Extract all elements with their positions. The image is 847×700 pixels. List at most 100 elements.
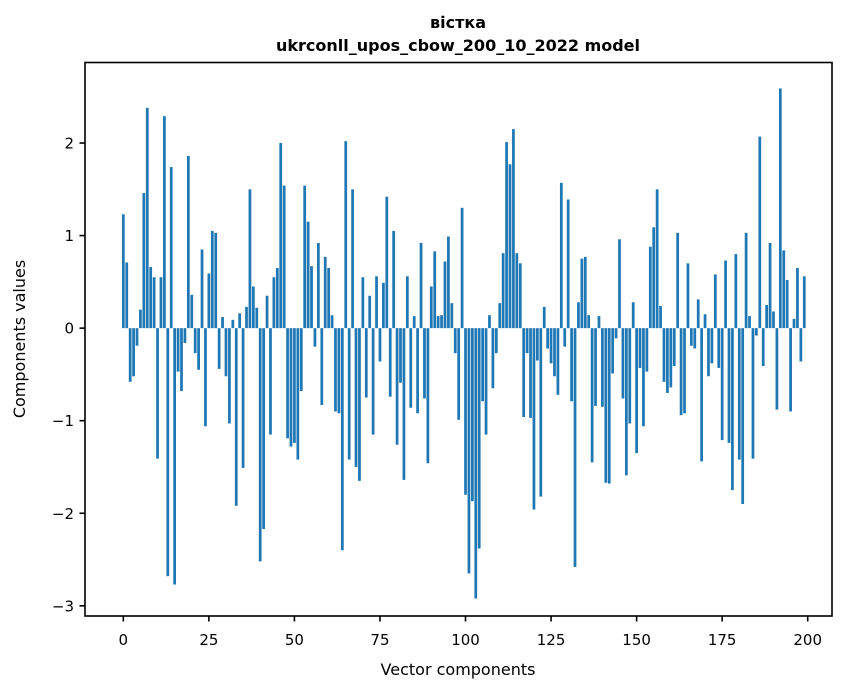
bar bbox=[245, 306, 248, 329]
bar bbox=[251, 286, 255, 329]
bar bbox=[573, 328, 577, 567]
bar bbox=[440, 315, 443, 329]
bar bbox=[128, 328, 132, 382]
bar bbox=[662, 328, 666, 382]
bar bbox=[792, 318, 796, 329]
bar bbox=[327, 267, 331, 329]
bar bbox=[802, 276, 806, 329]
bar bbox=[217, 328, 221, 369]
bar bbox=[700, 328, 703, 462]
bar bbox=[317, 242, 320, 329]
bar bbox=[775, 328, 779, 410]
bar bbox=[778, 88, 782, 329]
bar bbox=[618, 239, 621, 329]
bar bbox=[624, 328, 628, 476]
bar bbox=[323, 256, 327, 329]
bar bbox=[467, 328, 471, 574]
bar bbox=[529, 328, 532, 418]
bar bbox=[358, 328, 361, 481]
bar bbox=[340, 328, 344, 551]
bar bbox=[642, 328, 645, 427]
bar bbox=[289, 328, 293, 447]
bar bbox=[789, 328, 792, 412]
x-tick-label: 25 bbox=[199, 631, 218, 649]
bar bbox=[382, 282, 385, 329]
bar bbox=[176, 328, 180, 372]
bar bbox=[734, 254, 738, 329]
bar bbox=[180, 328, 183, 392]
bar bbox=[785, 280, 789, 329]
bar bbox=[669, 328, 673, 388]
bar bbox=[392, 230, 396, 329]
bar bbox=[679, 328, 683, 416]
bar bbox=[388, 328, 392, 397]
bar bbox=[262, 328, 265, 529]
bar bbox=[183, 328, 187, 343]
bar bbox=[713, 274, 717, 329]
bar bbox=[320, 328, 324, 405]
bar bbox=[399, 328, 402, 383]
bar bbox=[755, 328, 758, 336]
bar bbox=[570, 328, 573, 402]
bar bbox=[638, 328, 642, 368]
bar bbox=[556, 328, 560, 395]
bar bbox=[761, 328, 765, 367]
bar bbox=[375, 276, 378, 329]
y-axis-ticks: 2 1 0 −1 −2 −3 bbox=[52, 135, 85, 615]
bar bbox=[614, 328, 618, 339]
bar bbox=[782, 250, 786, 329]
bar bbox=[532, 328, 536, 510]
bar bbox=[121, 214, 125, 329]
bar bbox=[676, 232, 680, 329]
bar bbox=[337, 328, 341, 414]
bar bbox=[587, 315, 591, 329]
bar bbox=[607, 328, 611, 484]
bar bbox=[631, 302, 635, 329]
bar bbox=[683, 328, 686, 414]
bar bbox=[426, 328, 430, 464]
bar bbox=[498, 303, 502, 329]
y-tick-label: −1 bbox=[52, 412, 74, 430]
bar bbox=[429, 286, 433, 329]
bar bbox=[385, 196, 389, 329]
bar bbox=[166, 328, 170, 577]
bar bbox=[163, 116, 166, 329]
bar bbox=[145, 107, 149, 329]
bar bbox=[621, 328, 625, 399]
chart-title: вістка bbox=[430, 13, 486, 32]
bar bbox=[765, 305, 769, 329]
y-tick-label: 2 bbox=[64, 135, 74, 153]
bar bbox=[580, 258, 584, 329]
bar bbox=[525, 328, 529, 354]
bar bbox=[597, 316, 601, 329]
bar bbox=[142, 193, 146, 329]
bar bbox=[368, 295, 372, 329]
bar bbox=[453, 328, 457, 354]
bar bbox=[546, 328, 550, 349]
bar bbox=[296, 328, 300, 460]
bar bbox=[409, 328, 413, 408]
bar bbox=[214, 232, 218, 329]
bar bbox=[655, 189, 659, 329]
bar bbox=[125, 262, 129, 329]
bar bbox=[204, 328, 207, 427]
bar bbox=[601, 328, 604, 407]
bar bbox=[447, 236, 450, 329]
bar bbox=[707, 328, 710, 377]
bar bbox=[135, 328, 139, 346]
bar bbox=[224, 328, 228, 377]
bar bbox=[751, 328, 755, 459]
bar bbox=[371, 328, 375, 435]
bar bbox=[594, 328, 597, 406]
bar bbox=[173, 328, 177, 585]
bar bbox=[501, 253, 505, 329]
bar bbox=[457, 328, 461, 420]
bar bbox=[666, 328, 669, 393]
bar bbox=[549, 328, 553, 364]
bar bbox=[659, 305, 662, 329]
bar bbox=[737, 328, 741, 460]
bar bbox=[717, 328, 721, 368]
bar bbox=[330, 315, 334, 329]
bar bbox=[553, 328, 556, 377]
